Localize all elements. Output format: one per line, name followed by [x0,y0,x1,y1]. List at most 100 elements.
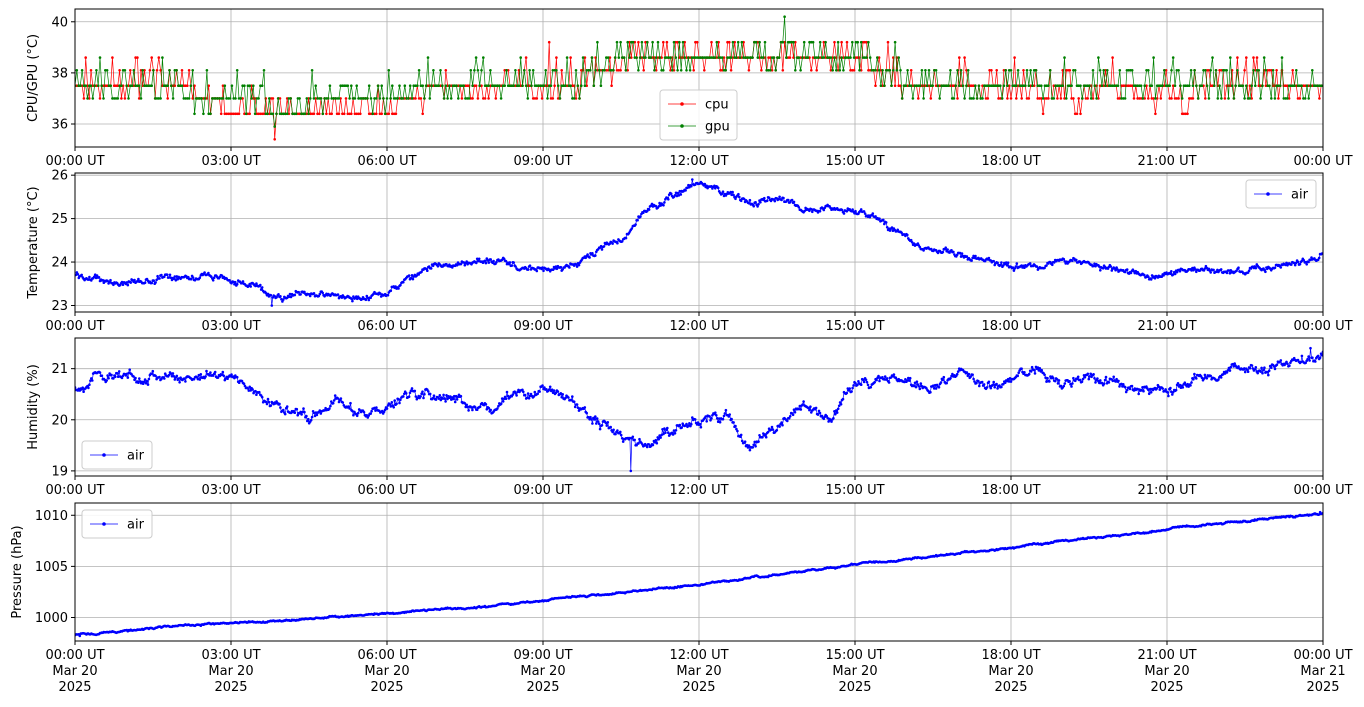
data-point [1186,84,1189,87]
data-point [357,97,360,100]
data-point [874,84,877,87]
data-point [1270,97,1273,100]
data-point [143,84,146,87]
data-point [91,84,95,87]
data-point [1160,275,1163,279]
data-point [639,215,642,218]
data-point [1089,372,1092,376]
data-point [1261,371,1264,375]
data-point [1145,69,1148,72]
data-point [1004,69,1007,72]
data-point [474,84,478,87]
data-point [647,208,651,211]
data-point [505,69,508,72]
data-point [752,443,755,447]
data-point [362,97,366,100]
data-point [1171,393,1174,396]
x-tick-label: 15:00 UT [825,483,884,498]
data-point [168,69,171,72]
data-point [684,189,687,192]
data-point [1116,84,1120,87]
data-point [1267,373,1270,377]
data-point [1318,97,1321,100]
data-point [258,390,261,394]
data-point [216,376,220,379]
data-point [907,379,911,383]
data-point [536,392,539,396]
data-point [193,112,196,116]
data-point [806,56,810,59]
data-point [1111,84,1114,87]
data-point [435,84,439,87]
data-point [497,404,500,408]
data-point [443,397,446,400]
data-point [1254,266,1258,270]
data-point [521,388,524,392]
data-point [1106,69,1109,72]
data-point [278,402,281,406]
data-point [1211,56,1214,59]
data-point [209,112,212,116]
data-point [489,258,493,261]
data-point [752,204,755,208]
data-point [968,97,972,100]
y-axis-label: Temperature (°C) [26,186,41,299]
data-point [861,56,865,59]
data-point [1182,112,1186,116]
data-point [970,259,973,262]
data-point [597,69,601,72]
data-point [1115,377,1118,381]
data-point [1084,84,1088,87]
data-point [1100,84,1104,87]
data-point [1027,84,1031,87]
data-point [1087,377,1091,381]
data-point [1047,97,1050,100]
data-point [595,417,599,420]
data-point [865,380,869,384]
data-point [1027,372,1031,376]
data-point [917,97,920,100]
data-point [658,434,661,437]
data-point [826,416,829,420]
data-point [452,394,456,398]
data-point [799,69,802,72]
data-point [546,97,549,100]
data-point [999,263,1002,267]
data-point [423,97,426,100]
data-point [332,97,335,100]
data-point [554,391,558,395]
data-point [663,201,666,204]
data-point [120,84,123,87]
data-point [770,69,774,72]
data-point [79,84,82,87]
data-point [662,69,665,72]
data-point [112,97,116,100]
data-point [395,402,398,406]
data-point [80,69,84,72]
data-point [1164,388,1167,391]
data-point [691,416,694,419]
data-point [763,40,767,44]
data-point [341,401,345,404]
data-point [160,273,163,277]
data-point [815,56,818,59]
y-tick-label: 26 [51,169,68,184]
data-point [829,69,833,72]
x-tick-label: 09:00 UT [513,483,572,498]
data-point [474,406,477,409]
data-point [1169,386,1172,390]
data-point [1227,97,1230,100]
data-point [225,97,228,100]
data-point [603,69,606,72]
data-point [1018,84,1022,87]
data-point [838,69,842,72]
data-point [715,417,719,420]
data-point [370,409,373,413]
data-point [709,419,712,422]
data-point [747,56,751,59]
data-point [1093,377,1096,380]
data-point [919,382,923,385]
data-point [234,280,237,284]
data-point [678,40,681,44]
data-point [1103,378,1107,382]
